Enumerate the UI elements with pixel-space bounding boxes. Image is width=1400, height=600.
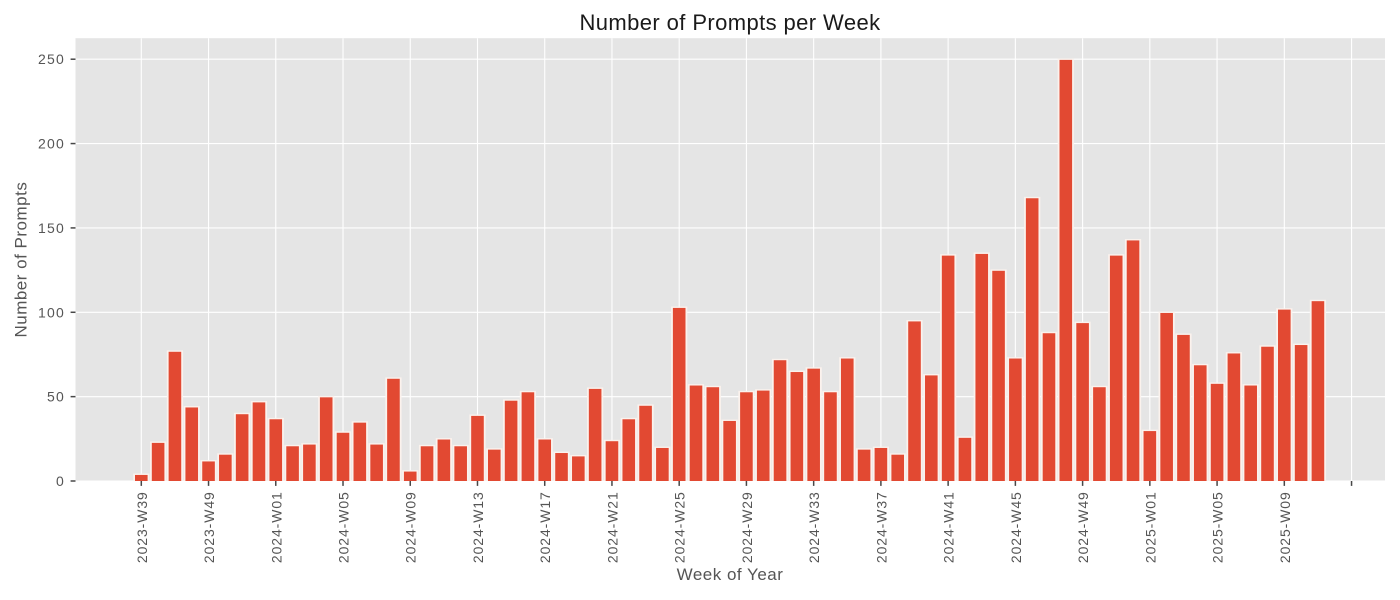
svg-text:2023-W49: 2023-W49 [201, 491, 217, 563]
svg-text:2024-W17: 2024-W17 [537, 491, 553, 563]
svg-text:2023-W39: 2023-W39 [134, 491, 150, 563]
svg-text:50: 50 [47, 389, 65, 405]
svg-text:2025-W05: 2025-W05 [1210, 491, 1226, 563]
svg-text:100: 100 [38, 304, 65, 320]
svg-text:250: 250 [38, 51, 65, 67]
svg-text:2024-W25: 2024-W25 [672, 491, 688, 563]
svg-text:Number of Prompts: Number of Prompts [12, 182, 31, 338]
svg-text:2025-W01: 2025-W01 [1142, 491, 1158, 563]
svg-text:2024-W49: 2024-W49 [1075, 491, 1091, 563]
svg-text:Week of Year: Week of Year [677, 565, 784, 584]
svg-text:2024-W33: 2024-W33 [806, 491, 822, 563]
svg-text:200: 200 [38, 136, 65, 152]
svg-text:2024-W21: 2024-W21 [604, 491, 620, 563]
svg-text:2024-W29: 2024-W29 [739, 491, 755, 563]
svg-text:2024-W37: 2024-W37 [873, 491, 889, 563]
svg-text:2024-W01: 2024-W01 [268, 491, 284, 563]
svg-text:2024-W45: 2024-W45 [1008, 491, 1024, 563]
svg-text:150: 150 [38, 220, 65, 236]
svg-text:2024-W41: 2024-W41 [941, 491, 957, 563]
svg-text:2024-W09: 2024-W09 [403, 491, 419, 563]
svg-text:0: 0 [56, 473, 65, 489]
svg-text:2024-W05: 2024-W05 [336, 491, 352, 563]
svg-text:Number of Prompts per Week: Number of Prompts per Week [580, 10, 882, 35]
svg-text:2024-W13: 2024-W13 [470, 491, 486, 563]
svg-text:2025-W09: 2025-W09 [1277, 491, 1293, 563]
